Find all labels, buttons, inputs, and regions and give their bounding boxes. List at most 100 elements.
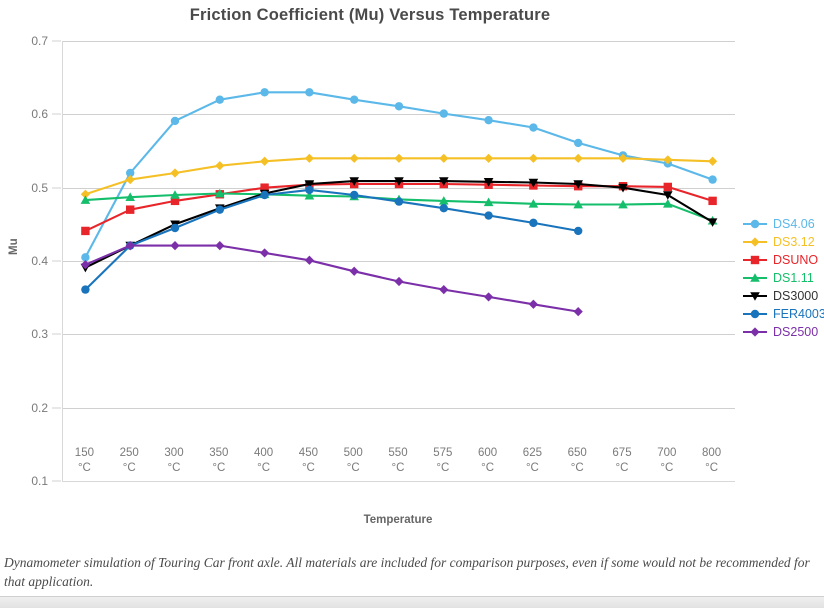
data-point-marker xyxy=(394,177,404,186)
y-tick-label: 0.6 xyxy=(31,107,48,122)
x-tick-label: 550 °C xyxy=(388,446,407,476)
x-tick-unit: °C xyxy=(346,462,360,474)
data-point-marker xyxy=(708,175,717,184)
data-point-marker xyxy=(439,177,449,186)
gridline xyxy=(63,114,735,116)
series-line xyxy=(84,188,579,291)
x-tick-label: 600 °C xyxy=(478,446,497,476)
x-tick-unit: °C xyxy=(301,462,315,474)
x-tick-value: 700 xyxy=(657,447,677,459)
data-point-marker xyxy=(170,241,180,251)
legend-item-dsuno[interactable]: DSUNO xyxy=(742,252,824,268)
legend-label: DS3000 xyxy=(773,289,819,303)
x-tick-label: 800 °C xyxy=(702,446,721,476)
y-tick-mark xyxy=(52,480,61,482)
x-tick-unit: °C xyxy=(705,462,719,474)
data-point-marker xyxy=(663,182,672,192)
data-point-marker xyxy=(707,218,718,227)
data-point-marker xyxy=(573,180,583,189)
x-tick-value: 675 xyxy=(612,447,632,459)
y-axis-title: Mu xyxy=(8,238,20,255)
legend-key-icon xyxy=(743,327,767,337)
data-point-marker xyxy=(80,260,90,270)
data-point-marker xyxy=(750,219,760,229)
data-point-marker xyxy=(573,307,583,317)
x-tick-value: 300 xyxy=(164,447,184,459)
data-point-marker xyxy=(484,153,494,163)
x-tick-label: 625 °C xyxy=(523,446,542,476)
plot-area xyxy=(62,41,735,482)
x-tick-label: 450 °C xyxy=(299,446,318,476)
x-tick-unit: °C xyxy=(77,462,91,474)
data-point-marker xyxy=(528,153,538,163)
y-tick-mark xyxy=(52,407,61,409)
x-tick-label: 400 °C xyxy=(254,446,273,476)
data-point-marker xyxy=(349,266,359,276)
x-tick-value: 800 xyxy=(702,447,722,459)
y-tick-label: 0.2 xyxy=(31,400,48,415)
gridline xyxy=(63,334,735,336)
data-point-marker xyxy=(574,226,583,236)
series-line xyxy=(84,91,713,258)
data-point-marker xyxy=(125,241,135,251)
legend-item-ds4-06[interactable]: DS4.06 xyxy=(742,216,824,232)
x-tick-value: 350 xyxy=(209,447,229,459)
data-point-marker xyxy=(260,248,270,258)
legend-item-ds3-12[interactable]: DS3.12 xyxy=(742,234,824,250)
data-point-marker xyxy=(126,168,135,178)
x-tick-unit: °C xyxy=(481,462,495,474)
y-tick-label: 0.1 xyxy=(31,474,48,488)
data-point-marker xyxy=(663,155,673,165)
data-point-marker xyxy=(439,196,449,205)
y-tick-mark xyxy=(52,260,61,262)
x-tick-unit: °C xyxy=(391,462,405,474)
data-point-marker xyxy=(439,285,449,295)
legend-key-icon xyxy=(743,292,767,301)
legend-item-fer4003[interactable]: FER4003 xyxy=(742,306,824,322)
legend-item-ds2500[interactable]: DS2500 xyxy=(742,324,824,340)
x-tick-unit: °C xyxy=(212,462,226,474)
data-point-marker xyxy=(750,292,760,301)
data-point-marker xyxy=(750,309,760,319)
figure-caption: Dynamometer simulation of Touring Car fr… xyxy=(4,555,810,589)
y-tick-mark xyxy=(52,187,61,189)
x-tick-value: 625 xyxy=(522,447,542,459)
data-point-marker xyxy=(484,211,493,220)
data-point-marker xyxy=(304,255,314,265)
data-point-marker xyxy=(80,195,91,204)
gridline xyxy=(63,261,735,262)
x-tick-value: 550 xyxy=(388,447,408,459)
x-tick-unit: °C xyxy=(660,462,674,474)
series-line xyxy=(84,244,579,313)
x-tick-value: 450 xyxy=(298,447,318,459)
series-layer xyxy=(80,88,718,317)
data-point-marker xyxy=(170,116,180,126)
legend-item-ds1-11[interactable]: DS1.11 xyxy=(742,270,824,286)
data-point-marker xyxy=(528,199,539,208)
data-point-marker xyxy=(394,276,404,287)
x-tick-value: 250 xyxy=(119,447,139,459)
x-tick-value: 400 xyxy=(254,447,274,459)
legend-key-icon xyxy=(743,309,767,319)
x-axis-title: Temperature xyxy=(363,514,433,526)
data-point-marker xyxy=(439,204,448,213)
data-point-marker xyxy=(349,153,359,163)
legend-label: DS3.12 xyxy=(773,235,815,249)
x-tick-value: 150 xyxy=(74,447,94,459)
data-point-marker xyxy=(215,95,224,104)
x-tick-label: 500 °C xyxy=(344,446,363,476)
gridline xyxy=(63,481,735,482)
legend-item-ds3000[interactable]: DS3000 xyxy=(742,288,824,304)
x-tick-unit: °C xyxy=(570,462,584,474)
x-tick-label: 575 °C xyxy=(433,446,452,476)
data-point-marker xyxy=(349,177,359,186)
x-tick-label: 250 °C xyxy=(120,446,139,476)
series-ds1-11 xyxy=(80,188,718,225)
data-point-marker xyxy=(260,190,269,200)
legend: DS4.06 DS3.12 DSUNO DS1.11 DS3000 FER4003 DS25… xyxy=(742,216,824,340)
data-point-marker xyxy=(170,223,180,233)
data-point-marker xyxy=(439,153,449,163)
legend-key-icon xyxy=(743,255,767,265)
x-tick-label: 150 °C xyxy=(75,446,94,476)
data-point-marker xyxy=(350,190,359,200)
